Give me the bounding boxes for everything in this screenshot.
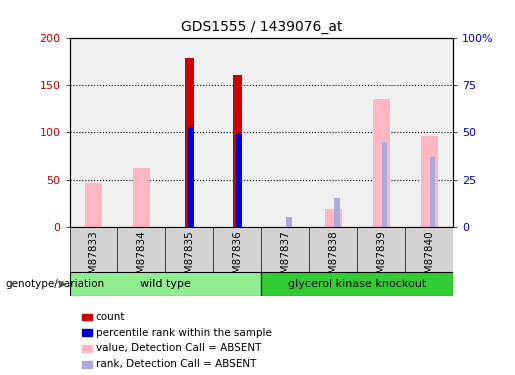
Bar bbox=[70, 272, 261, 296]
Bar bbox=[334, 198, 339, 227]
Bar bbox=[82, 314, 92, 320]
Bar bbox=[421, 136, 438, 227]
Bar bbox=[430, 157, 436, 227]
Text: value, Detection Call = ABSENT: value, Detection Call = ABSENT bbox=[96, 344, 261, 353]
Text: GSM87833: GSM87833 bbox=[89, 231, 98, 287]
Bar bbox=[133, 168, 150, 227]
Bar bbox=[117, 227, 165, 272]
Bar bbox=[405, 227, 453, 272]
Bar bbox=[165, 227, 213, 272]
Bar bbox=[373, 99, 390, 227]
Text: rank, Detection Call = ABSENT: rank, Detection Call = ABSENT bbox=[96, 359, 256, 369]
Bar bbox=[213, 227, 261, 272]
Text: GSM87836: GSM87836 bbox=[232, 231, 243, 287]
Bar bbox=[261, 272, 453, 296]
Bar bbox=[188, 126, 194, 227]
Text: genotype/variation: genotype/variation bbox=[5, 279, 104, 289]
Text: GSM87840: GSM87840 bbox=[424, 231, 434, 287]
Text: GSM87834: GSM87834 bbox=[136, 231, 146, 287]
Bar bbox=[82, 361, 92, 368]
Bar bbox=[70, 272, 261, 296]
Text: count: count bbox=[96, 312, 125, 322]
Bar bbox=[286, 217, 291, 227]
Text: wild type: wild type bbox=[140, 279, 191, 289]
Bar bbox=[382, 142, 387, 227]
Text: GSM87839: GSM87839 bbox=[376, 231, 386, 287]
Text: GSM87838: GSM87838 bbox=[328, 231, 338, 287]
Bar bbox=[82, 329, 92, 336]
Text: glycerol kinase knockout: glycerol kinase knockout bbox=[288, 279, 426, 289]
Text: percentile rank within the sample: percentile rank within the sample bbox=[96, 328, 272, 338]
Bar bbox=[185, 58, 194, 227]
Bar bbox=[233, 75, 242, 227]
Bar bbox=[310, 227, 357, 272]
Text: GSM87835: GSM87835 bbox=[184, 231, 195, 287]
Bar bbox=[85, 183, 102, 227]
Bar bbox=[82, 345, 92, 352]
Bar bbox=[325, 209, 341, 227]
Bar bbox=[357, 227, 405, 272]
Bar bbox=[70, 227, 117, 272]
Bar bbox=[261, 272, 453, 296]
Bar bbox=[261, 227, 310, 272]
Title: GDS1555 / 1439076_at: GDS1555 / 1439076_at bbox=[181, 20, 342, 34]
Text: GSM87837: GSM87837 bbox=[280, 231, 290, 287]
Bar bbox=[236, 134, 242, 227]
